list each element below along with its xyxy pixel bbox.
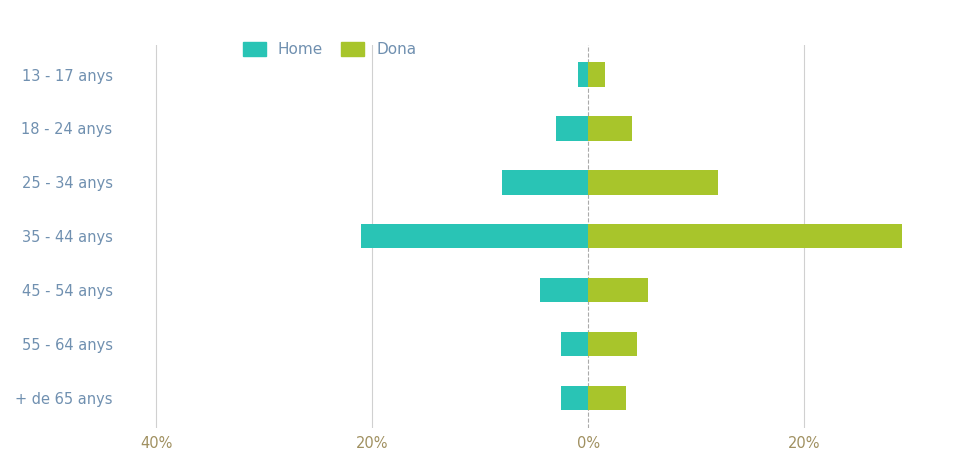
Bar xyxy=(588,278,648,302)
Bar xyxy=(578,62,588,87)
Bar xyxy=(588,224,901,248)
Bar xyxy=(502,170,588,194)
Bar xyxy=(562,386,588,410)
Bar xyxy=(588,386,626,410)
Bar xyxy=(588,332,637,356)
Bar xyxy=(540,278,588,302)
Bar xyxy=(588,116,632,141)
Legend: Home, Dona: Home, Dona xyxy=(238,37,421,62)
Bar xyxy=(562,332,588,356)
Bar xyxy=(588,170,718,194)
Bar xyxy=(588,62,605,87)
Bar xyxy=(556,116,588,141)
Bar xyxy=(361,224,588,248)
